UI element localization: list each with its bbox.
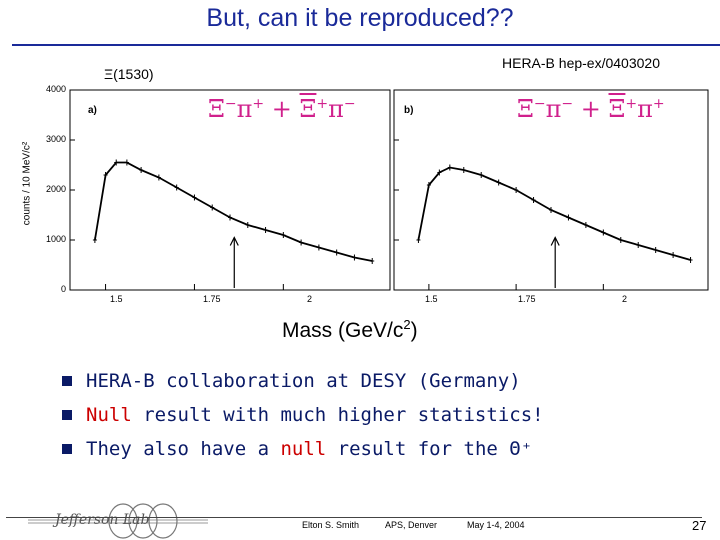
x-tick-label-a: 1.75 bbox=[203, 294, 221, 304]
y-tick-label: 0 bbox=[60, 284, 66, 294]
y-tick-label: 3000 bbox=[45, 134, 66, 144]
logo-text: Jefferson Lab bbox=[55, 512, 150, 528]
xi-1530-label: Ξ(1530) bbox=[104, 66, 154, 82]
footer-venue: APS, Denver bbox=[385, 520, 438, 530]
bullet-square-icon bbox=[62, 410, 72, 420]
title-rule bbox=[12, 44, 720, 46]
panel-a-label: a) bbox=[88, 105, 97, 116]
reference-label: HERA-B hep-ex/0403020 bbox=[502, 55, 660, 71]
footer-date: May 1-4, 2004 bbox=[467, 520, 525, 530]
bullet-list: HERA-B collaboration at DESY (Germany) N… bbox=[62, 370, 544, 472]
x-axis-label: Mass (GeV/c2) bbox=[282, 317, 418, 342]
slide-title: But, can it be reproduced?? bbox=[206, 4, 514, 32]
fit-curve bbox=[417, 166, 691, 261]
signal-arrow-head bbox=[229, 236, 239, 246]
y-tick-label: 4000 bbox=[45, 84, 66, 94]
panel-b-label: b) bbox=[404, 105, 414, 116]
y-tick-label: 2000 bbox=[45, 184, 66, 194]
channel-formula-a: Ξ−π+ + Ξ+π− bbox=[208, 95, 356, 123]
footer-rule bbox=[6, 517, 702, 518]
bullet-item: They also have a null result for the Θ⁺ bbox=[62, 438, 544, 472]
bullet-square-icon bbox=[62, 444, 72, 454]
bullet-item: Null result with much higher statistics! bbox=[62, 404, 544, 438]
x-tick-label-b: 1.75 bbox=[518, 294, 536, 304]
signal-arrow-head bbox=[550, 236, 560, 246]
x-tick-label-b: 2 bbox=[622, 294, 628, 304]
fit-curve bbox=[94, 161, 373, 262]
footer-author: Elton S. Smith bbox=[302, 520, 360, 530]
page-number: 27 bbox=[692, 518, 707, 533]
x-tick-label-a: 2 bbox=[307, 294, 313, 304]
channel-formula-b: Ξ−π− + Ξ+π+ bbox=[517, 95, 665, 123]
bullet-item: HERA-B collaboration at DESY (Germany) bbox=[62, 370, 544, 404]
x-tick-label-b: 1.5 bbox=[425, 294, 438, 304]
y-tick-label: 1000 bbox=[45, 234, 66, 244]
bullet-square-icon bbox=[62, 376, 72, 386]
jefferson-lab-logo bbox=[28, 503, 208, 539]
x-tick-label-a: 1.5 bbox=[110, 294, 123, 304]
